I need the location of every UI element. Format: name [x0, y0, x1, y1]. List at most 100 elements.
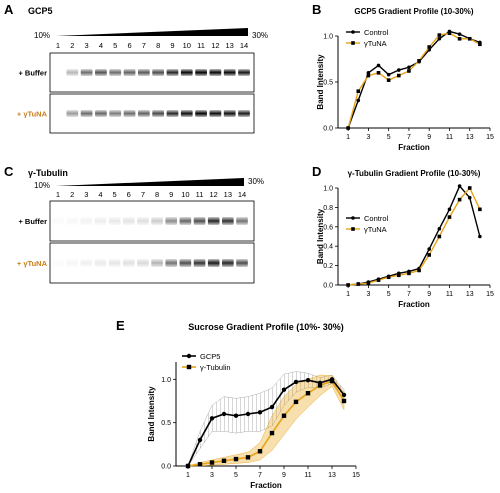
lane-number: 14 — [240, 41, 248, 50]
x-tick-label: 5 — [234, 472, 238, 479]
blot-row-label: + Buffer — [18, 217, 47, 226]
data-point — [245, 411, 251, 417]
x-tick-label: 15 — [486, 134, 494, 141]
panel-letter-c: C — [4, 164, 14, 179]
data-point — [245, 455, 251, 460]
lane-number: 8 — [156, 41, 160, 50]
blot-row: + γTuNA — [17, 93, 255, 134]
data-point — [366, 281, 371, 285]
blot-c-gradient-start: 10% — [34, 181, 50, 190]
x-tick-label: 13 — [466, 134, 474, 141]
lane-number: 5 — [113, 190, 117, 199]
data-point — [366, 73, 371, 78]
blot-a-gradient-start: 10% — [34, 31, 50, 40]
blot-band — [80, 110, 93, 117]
blot-band — [109, 110, 122, 117]
lane-number: 12 — [211, 41, 219, 50]
blot-band — [152, 69, 165, 76]
blot-band — [180, 110, 193, 117]
blot-band — [151, 217, 163, 225]
blot-band — [137, 69, 150, 76]
blot-band — [137, 110, 150, 117]
blot-row-label: + γTuNA — [17, 259, 48, 268]
blot-row-frame — [49, 93, 255, 134]
lane-number: 11 — [196, 190, 204, 199]
blot-row: + γTuNA — [17, 242, 255, 284]
blot-band — [122, 259, 135, 267]
y-tick-label: 0.6 — [323, 224, 333, 231]
data-point — [427, 45, 431, 49]
chart-title: Sucrose Gradient Profile (10%- 30%) — [188, 322, 344, 332]
legend-label: γTuNA — [364, 39, 387, 48]
data-point — [233, 413, 239, 418]
blot-band — [195, 69, 207, 76]
blot-band — [193, 259, 206, 267]
y-tick-label: 0.4 — [323, 244, 333, 251]
data-point — [397, 68, 401, 72]
blot-band — [94, 217, 107, 225]
blot-band — [80, 69, 93, 76]
data-point — [467, 186, 472, 190]
blot-a-gradient-end: 30% — [252, 31, 268, 40]
data-point — [417, 268, 421, 273]
blot-c-gradient-wedge — [56, 178, 244, 186]
data-point — [467, 36, 472, 41]
chart-d: γ-Tubulin Gradient Profile (10-30%)1 3 5 7 9… — [316, 169, 494, 309]
legend-marker — [351, 41, 355, 45]
data-point — [221, 458, 227, 463]
blot-panel-c: γ-Tubulin 10% 30% 1 2 3 4 5 6 7 8 9 10 11 12 13 14 + … — [17, 168, 264, 284]
panel-letter-d: D — [312, 164, 321, 179]
x-tick-label: 11 — [304, 472, 311, 479]
lane-number: 9 — [170, 41, 174, 50]
data-point — [376, 71, 381, 75]
legend-marker — [351, 30, 355, 34]
data-point — [281, 387, 287, 392]
blot-band — [122, 217, 135, 225]
data-point — [356, 282, 361, 286]
lane-number: 7 — [142, 41, 146, 50]
lane-number: 3 — [84, 190, 88, 199]
lane-number: 6 — [127, 190, 131, 199]
blot-c-title: γ-Tubulin — [28, 168, 68, 178]
x-tick-label: 1 — [346, 134, 350, 141]
y-tick-label: 1.0 — [323, 34, 333, 41]
blot-band — [222, 259, 234, 267]
legend-label: GCP5 — [200, 352, 220, 361]
lane-number: 2 — [70, 190, 74, 199]
blot-band — [238, 69, 250, 76]
blot-panel-a: GCP5 10% 30% 1 2 3 4 5 6 7 8 9 10 11 12 13 14 + Buffe… — [17, 6, 268, 134]
blot-band — [108, 259, 121, 267]
data-point — [467, 195, 472, 200]
y-tick-label: 0.2 — [323, 263, 333, 270]
blot-a-lane-numbers: 1 2 3 4 5 6 7 8 9 10 11 12 13 14 — [56, 41, 248, 50]
legend-label: Control — [364, 28, 389, 37]
blot-band — [222, 217, 234, 225]
data-point — [457, 32, 462, 36]
blot-band — [236, 217, 248, 225]
data-point — [356, 98, 361, 103]
data-point — [386, 275, 391, 280]
data-point — [185, 463, 191, 469]
data-point — [427, 253, 431, 257]
blot-row-frame — [49, 52, 255, 93]
blot-band — [94, 259, 107, 267]
blot-band — [52, 217, 64, 225]
blot-band — [52, 259, 64, 267]
data-point — [417, 59, 421, 63]
lane-number: 8 — [155, 190, 159, 199]
lane-number: 10 — [181, 190, 189, 199]
data-point — [281, 413, 287, 418]
blot-band — [123, 110, 136, 117]
blot-band — [66, 69, 79, 76]
data-point — [457, 36, 462, 41]
blot-band — [223, 110, 236, 117]
data-point — [447, 215, 452, 219]
blot-band — [66, 217, 78, 225]
blot-row: + Buffer — [18, 200, 255, 242]
data-point — [305, 391, 311, 396]
blot-a-gradient-wedge — [56, 28, 248, 36]
blot-band — [236, 259, 248, 267]
data-point — [437, 33, 442, 37]
panel-letter-a: A — [4, 2, 14, 17]
panel-letter-b: B — [312, 2, 321, 17]
